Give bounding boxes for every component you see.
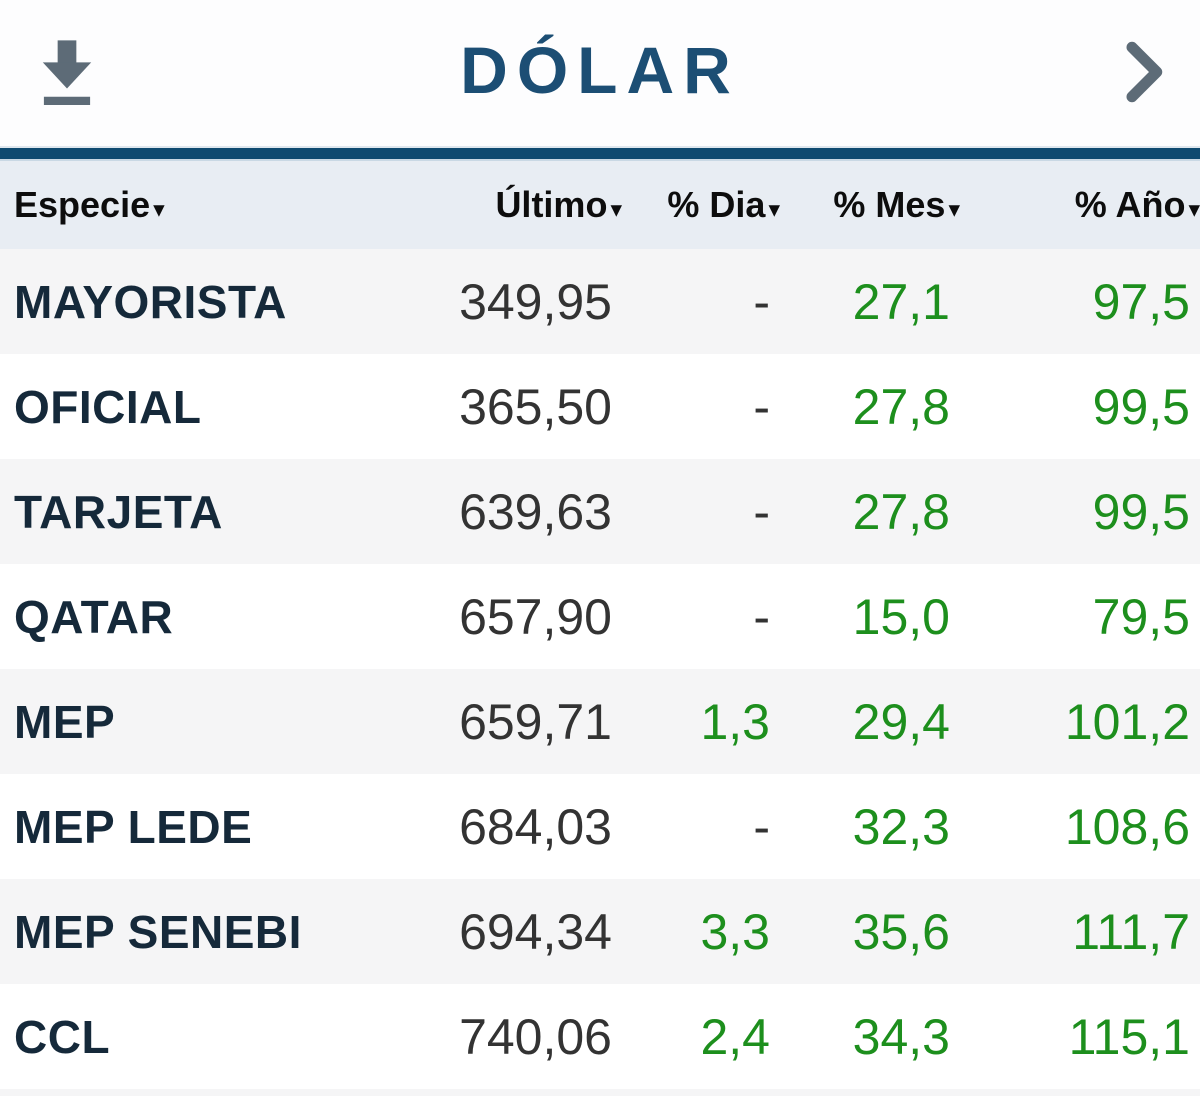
table-row: CCL 740,06 2,4 34,3 115,1 — [0, 984, 1200, 1089]
sort-down-icon: ▾ — [948, 196, 960, 222]
column-header-label: Especie — [14, 184, 151, 225]
ano-cell: 111,7 — [1072, 903, 1190, 960]
column-header-ano[interactable]: % Año ▾ — [960, 161, 1200, 249]
ultimo-cell: 639,63 — [459, 483, 612, 540]
table-row: MEP LEDE 684,03 - 32,3 108,6 — [0, 774, 1200, 879]
dia-cell: - — [753, 798, 770, 855]
table-header-row: Especie ▾ Último ▾ % Dia ▾ % Mes ▾ % Año ▾ — [0, 161, 1200, 249]
ano-cell: 79,5 — [1092, 588, 1190, 645]
dolar-quotes-table: Especie ▾ Último ▾ % Dia ▾ % Mes ▾ % Año ▾ MA… — [0, 161, 1200, 1089]
mes-cell: 35,6 — [852, 903, 950, 960]
mes-cell: 29,4 — [852, 693, 950, 750]
download-icon — [34, 34, 100, 113]
especie-cell[interactable]: TARJETA — [14, 485, 223, 538]
ultimo-cell: 365,50 — [459, 378, 612, 435]
column-header-label: % Dia — [667, 184, 766, 225]
mes-cell: 15,0 — [852, 588, 950, 645]
ultimo-cell: 349,95 — [459, 273, 612, 330]
mes-cell: 32,3 — [852, 798, 950, 855]
dia-cell: 2,4 — [700, 1008, 770, 1065]
dia-cell: 3,3 — [700, 903, 770, 960]
column-header-ultimo[interactable]: Último ▾ — [436, 161, 622, 249]
mes-cell: 27,8 — [852, 378, 950, 435]
especie-cell[interactable]: MEP LEDE — [14, 800, 253, 853]
dia-cell: 1,3 — [700, 693, 770, 750]
especie-cell[interactable]: OFICIAL — [14, 380, 202, 433]
next-row-peek-strip — [0, 1089, 1200, 1096]
sort-down-icon: ▾ — [610, 196, 622, 222]
download-button[interactable] — [34, 34, 100, 113]
table-row: OFICIAL 365,50 - 27,8 99,5 — [0, 354, 1200, 459]
ultimo-cell: 657,90 — [459, 588, 612, 645]
ano-cell: 99,5 — [1092, 483, 1190, 540]
column-header-mes[interactable]: % Mes ▾ — [780, 161, 960, 249]
widget-header: DÓLAR — [0, 0, 1200, 146]
ultimo-cell: 740,06 — [459, 1008, 612, 1065]
column-header-especie[interactable]: Especie ▾ — [0, 161, 436, 249]
especie-cell[interactable]: QATAR — [14, 590, 174, 643]
next-button[interactable] — [1120, 39, 1166, 108]
mes-cell: 27,8 — [852, 483, 950, 540]
table-row: MEP SENEBI 694,34 3,3 35,6 111,7 — [0, 879, 1200, 984]
column-header-dia[interactable]: % Dia ▾ — [622, 161, 780, 249]
ultimo-cell: 659,71 — [459, 693, 612, 750]
header-divider-bar — [0, 146, 1200, 161]
column-header-label: Último — [495, 184, 608, 225]
dia-cell: - — [753, 273, 770, 330]
dia-cell: - — [753, 588, 770, 645]
table-row: TARJETA 639,63 - 27,8 99,5 — [0, 459, 1200, 564]
ano-cell: 99,5 — [1092, 378, 1190, 435]
sort-down-icon: ▾ — [768, 196, 780, 222]
table-row: QATAR 657,90 - 15,0 79,5 — [0, 564, 1200, 669]
page-title: DÓLAR — [460, 32, 740, 107]
especie-cell[interactable]: MAYORISTA — [14, 275, 287, 328]
sort-down-icon: ▾ — [153, 196, 165, 222]
table-row: MEP 659,71 1,3 29,4 101,2 — [0, 669, 1200, 774]
ano-cell: 97,5 — [1092, 273, 1190, 330]
ano-cell: 101,2 — [1064, 693, 1190, 750]
column-header-label: % Mes — [833, 184, 946, 225]
especie-cell[interactable]: CCL — [14, 1010, 111, 1063]
ano-cell: 115,1 — [1068, 1008, 1190, 1065]
ultimo-cell: 694,34 — [459, 903, 612, 960]
especie-cell[interactable]: MEP SENEBI — [14, 905, 302, 958]
mes-cell: 34,3 — [852, 1008, 950, 1065]
sort-down-icon: ▾ — [1188, 196, 1200, 222]
column-header-label: % Año — [1074, 184, 1186, 225]
ano-cell: 108,6 — [1064, 798, 1190, 855]
ultimo-cell: 684,03 — [459, 798, 612, 855]
dia-cell: - — [753, 483, 770, 540]
chevron-right-icon — [1120, 39, 1166, 108]
especie-cell[interactable]: MEP — [14, 695, 116, 748]
table-row: MAYORISTA 349,95 - 27,1 97,5 — [0, 249, 1200, 354]
mes-cell: 27,1 — [852, 273, 950, 330]
dia-cell: - — [753, 378, 770, 435]
